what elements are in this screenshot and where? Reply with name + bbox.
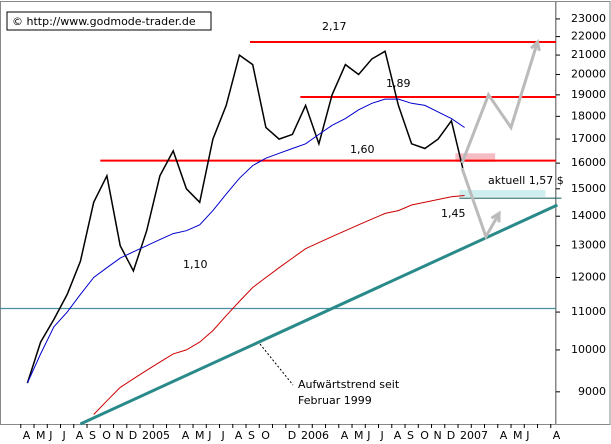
y-tick-label: 15000 <box>571 182 606 195</box>
x-tick-label: J <box>207 429 211 442</box>
x-tick-label: J <box>366 429 370 442</box>
x-tick-label: M <box>195 429 205 442</box>
y-tick-label: 23000 <box>571 12 606 25</box>
series-line <box>26 98 465 384</box>
annotation: 1,10 <box>183 258 208 271</box>
y-tick-label: 17000 <box>571 132 606 145</box>
arrow-head <box>530 39 541 52</box>
y-tick-label: 9000 <box>578 385 606 398</box>
x-tick-label: 2005 <box>142 429 170 442</box>
x-tick-label: A <box>76 429 84 442</box>
x-tick-label: S <box>248 429 255 442</box>
x-tick-label: O <box>261 429 270 442</box>
x-tick-label: N <box>116 429 124 442</box>
x-tick-label: A <box>553 429 561 442</box>
x-tick-label: O <box>102 429 111 442</box>
x-tick-label: S <box>407 429 414 442</box>
y-tick-label: 20000 <box>571 67 606 80</box>
x-tick-label: J <box>62 429 66 442</box>
trend-line <box>79 203 559 426</box>
x-tick-label: A <box>341 429 349 442</box>
y-tick-label: 22000 <box>571 30 606 43</box>
x-tick-label: A <box>182 429 190 442</box>
x-tick-label: M <box>513 429 523 442</box>
plot-area <box>0 1 556 425</box>
y-tick-label: 18000 <box>571 109 606 122</box>
annotation: 1,60 <box>350 143 375 156</box>
series-line <box>26 50 466 384</box>
x-tick-label: D <box>288 429 296 442</box>
annotation: aktuell 1,57 $ <box>488 174 564 187</box>
x-tick-label: A <box>500 429 508 442</box>
y-tick-label: 16000 <box>571 156 606 169</box>
x-tick-label: S <box>89 429 96 442</box>
x-tick-label: O <box>420 429 429 442</box>
annotation: 1,89 <box>386 77 411 90</box>
zone <box>455 153 496 162</box>
zone <box>459 190 546 197</box>
x-tick-label: A <box>23 429 31 442</box>
x-tick-label: M <box>36 429 46 442</box>
y-tick-label: 21000 <box>571 48 606 61</box>
y-tick-label: 11000 <box>571 305 606 318</box>
x-tick-label: J <box>221 429 225 442</box>
y-tick-label: 12000 <box>571 270 606 283</box>
x-tick-label: D <box>129 429 137 442</box>
x-tick-label: J <box>380 429 384 442</box>
arrow-head <box>490 210 501 223</box>
forecast-path <box>460 41 539 164</box>
y-tick-label: 13000 <box>571 239 606 252</box>
annotation: Aufwärtstrend seit <box>298 378 400 391</box>
forecast-path <box>460 167 501 241</box>
source: © http://www.godmode-trader.de <box>12 15 196 28</box>
x-tick-label: M <box>354 429 364 442</box>
x-tick-label: A <box>235 429 243 442</box>
x-tick-label: J <box>525 429 529 442</box>
x-tick-label: 2006 <box>301 429 329 442</box>
x-tick-label: A <box>394 429 402 442</box>
x-tick-label: N <box>434 429 442 442</box>
y-tick-label: 10000 <box>571 343 606 356</box>
y-tick-label: 14000 <box>571 209 606 222</box>
source-box <box>6 11 212 31</box>
series-line <box>93 195 465 415</box>
y-axis-area <box>555 1 611 425</box>
x-tick-label: J <box>48 429 52 442</box>
annotation: Februar 1999 <box>298 394 372 407</box>
x-tick-label: D <box>447 429 455 442</box>
y-tick-label: 19000 <box>571 88 606 101</box>
leader-line <box>259 343 294 386</box>
x-tick-label: 2007 <box>460 429 488 442</box>
annotation: 2,17 <box>322 20 347 33</box>
annotation: 1,45 <box>441 207 466 220</box>
